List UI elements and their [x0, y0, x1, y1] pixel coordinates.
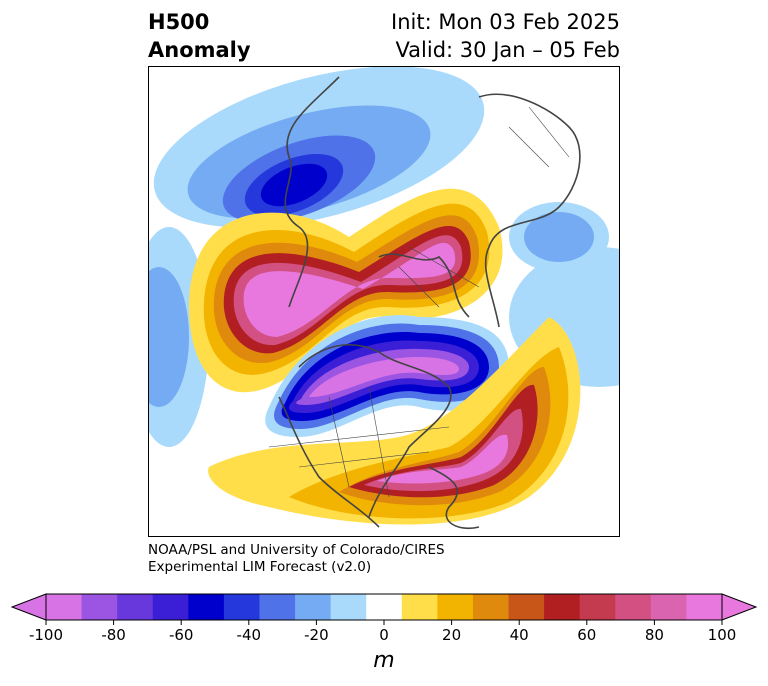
political-borders	[268, 106, 570, 498]
colorbar-bin	[188, 594, 225, 620]
colorbar-bin	[401, 594, 438, 620]
init-date: Init: Mon 03 Feb 2025	[391, 10, 620, 34]
colorbar-bin	[366, 594, 403, 620]
coastlines	[278, 76, 581, 529]
colorbar-tick-label: -60	[168, 626, 194, 644]
colorbar-bin	[295, 594, 332, 620]
colorbar-bin	[46, 594, 83, 620]
colorbar	[10, 593, 758, 625]
anomaly-map	[148, 66, 620, 537]
colorbar-bin	[117, 594, 154, 620]
data-credit: NOAA/PSL and University of Colorado/CIRE…	[148, 542, 445, 576]
colorbar-bin	[472, 594, 510, 620]
colorbar-tick-label: -100	[28, 626, 64, 644]
colorbar-extend-low	[10, 593, 47, 621]
colorbar-bin	[615, 594, 652, 620]
colorbar-bin	[437, 594, 474, 620]
colorbar-bin	[223, 594, 260, 620]
colorbar-bin	[544, 594, 581, 620]
colorbar-tick-label: 40	[509, 626, 529, 644]
colorbar-bin	[650, 594, 687, 620]
map-title: H500 Anomaly	[148, 8, 251, 64]
colorbar-bin	[508, 594, 545, 620]
colorbar-tick-label: -80	[101, 626, 126, 644]
negative-anomaly-europe	[153, 67, 485, 228]
colorbar-bin	[259, 594, 296, 620]
negative-anomaly-north-america	[265, 315, 509, 437]
colorbar-tick-label: 100	[707, 626, 737, 644]
colorbar-bin	[330, 594, 367, 620]
valid-dates: Valid: 30 Jan – 05 Feb	[395, 38, 620, 62]
colorbar-tick-label: 0	[379, 626, 389, 644]
credit-line1: NOAA/PSL and University of Colorado/CIRE…	[148, 542, 445, 558]
colorbar-extend-high	[721, 593, 758, 621]
colorbar-bin	[579, 594, 616, 620]
positive-anomaly-arctic	[189, 188, 503, 393]
forecast-dates: Init: Mon 03 Feb 2025 Valid: 30 Jan – 05…	[391, 8, 620, 64]
colorbar-tick-label: 80	[644, 626, 664, 644]
colorbar-bin	[686, 594, 723, 620]
title-field-line1: H500	[148, 10, 210, 34]
colorbar-tick-label: -40	[236, 626, 262, 644]
positive-anomaly-eastern-us	[208, 317, 581, 525]
colorbar-bin	[81, 594, 118, 620]
colorbar-tick-label: 20	[442, 626, 462, 644]
title-field-line2: Anomaly	[148, 38, 251, 62]
colorbar-unit: m	[373, 648, 395, 673]
colorbar-bin	[152, 594, 189, 620]
colorbar-tick-label: -20	[304, 626, 329, 644]
colorbar-tick-label: 60	[577, 626, 597, 644]
credit-line2: Experimental LIM Forecast (v2.0)	[148, 559, 372, 575]
